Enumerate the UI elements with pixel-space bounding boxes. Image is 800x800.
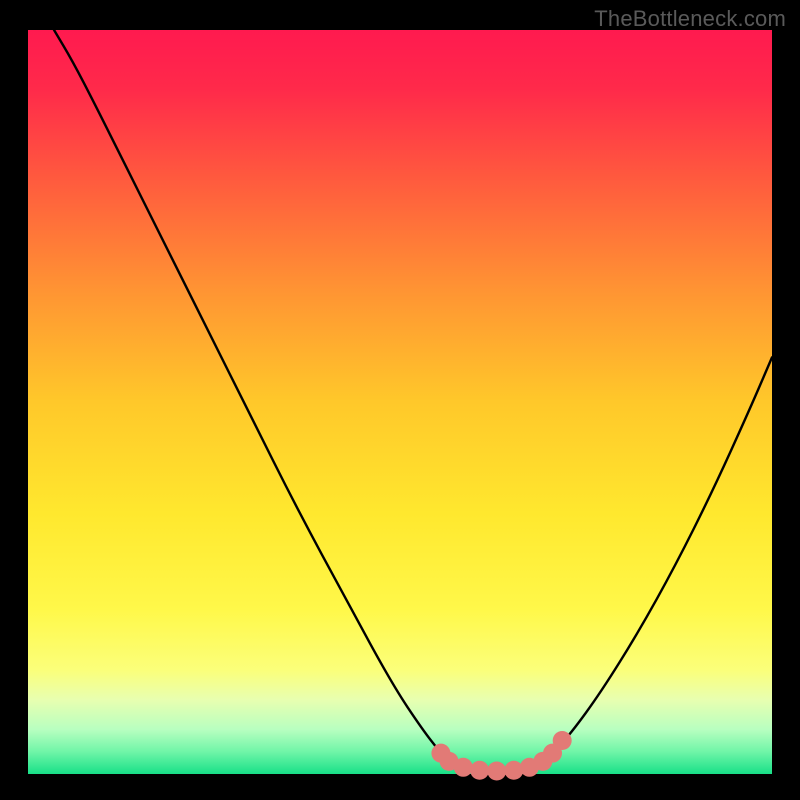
valley-marker-dot: [454, 758, 473, 777]
curve-right-branch: [553, 357, 772, 753]
curve-left-branch: [54, 30, 441, 753]
chart-outer-frame: TheBottleneck.com: [0, 0, 800, 800]
bottleneck-curve: [28, 30, 772, 774]
valley-marker-dot: [553, 731, 572, 750]
watermark-text: TheBottleneck.com: [594, 6, 786, 32]
plot-area: [28, 30, 772, 774]
valley-marker-dots: [431, 731, 571, 781]
valley-marker-dot: [487, 762, 506, 781]
valley-marker-dot: [470, 761, 489, 780]
